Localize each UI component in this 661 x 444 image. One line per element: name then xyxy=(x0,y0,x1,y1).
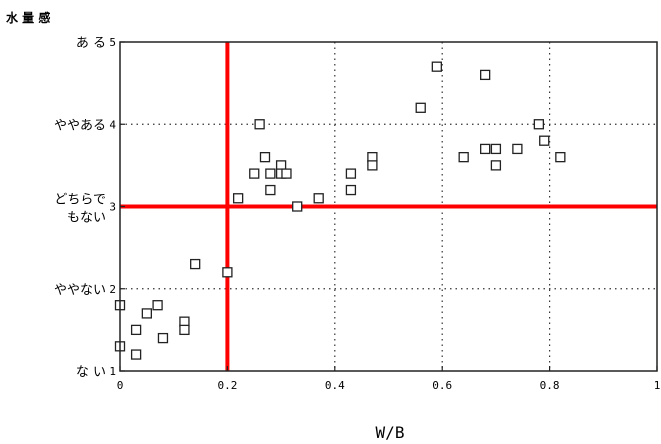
x-tick-label: 0.8 xyxy=(540,379,560,392)
data-point xyxy=(249,168,260,179)
y-category-label: どちらで xyxy=(54,193,106,208)
axis-ticks: 0 0.2 0.4 0.6 0.8 1 1 2 3 4 5 xyxy=(109,36,660,392)
data-point xyxy=(232,193,244,204)
data-point xyxy=(281,168,292,179)
y-category-label: ややある xyxy=(54,118,106,133)
y-category-label: もない xyxy=(67,211,106,226)
data-point xyxy=(130,349,142,360)
data-point xyxy=(292,201,303,212)
y-tick-label: 3 xyxy=(109,201,116,214)
data-point xyxy=(490,143,502,155)
data-point xyxy=(480,143,491,155)
x-tick-label: 0.6 xyxy=(432,379,452,392)
data-point xyxy=(265,168,276,179)
y-axis-title: 水 量 感 xyxy=(6,10,50,25)
data-point xyxy=(130,324,142,336)
x-tick-label: 1 xyxy=(654,379,661,392)
data-point xyxy=(179,324,190,336)
data-point xyxy=(415,102,426,113)
data-point xyxy=(490,160,502,171)
data-point xyxy=(431,61,442,72)
data-point xyxy=(265,184,276,196)
data-point xyxy=(141,308,153,319)
data-point xyxy=(259,151,271,163)
data-point xyxy=(313,193,324,204)
data-point xyxy=(254,119,265,130)
data-point xyxy=(539,135,550,146)
y-tick-label: 1 xyxy=(109,365,116,378)
data-point xyxy=(345,168,357,179)
x-tick-label: 0 xyxy=(117,379,124,392)
data-points xyxy=(114,61,566,360)
data-point xyxy=(458,151,469,163)
x-tick-label: 0.4 xyxy=(325,379,345,392)
data-point xyxy=(512,143,523,155)
y-tick-label: 5 xyxy=(109,36,116,49)
data-point xyxy=(157,332,169,344)
y-category-label: あ る xyxy=(76,36,106,51)
data-point xyxy=(367,160,378,171)
reference-lines xyxy=(120,42,657,371)
x-axis-label: W/B xyxy=(376,423,405,442)
y-category-label: ややない xyxy=(54,283,106,298)
data-point xyxy=(345,184,357,196)
y-category-label: な い xyxy=(76,365,106,380)
data-point xyxy=(152,300,163,311)
data-point xyxy=(555,151,566,163)
y-tick-label: 2 xyxy=(109,283,116,296)
data-point xyxy=(222,267,233,278)
data-point xyxy=(480,69,491,81)
x-tick-label: 0.2 xyxy=(217,379,237,392)
y-tick-label: 4 xyxy=(109,118,116,131)
data-point xyxy=(533,119,545,130)
data-point xyxy=(190,258,201,270)
